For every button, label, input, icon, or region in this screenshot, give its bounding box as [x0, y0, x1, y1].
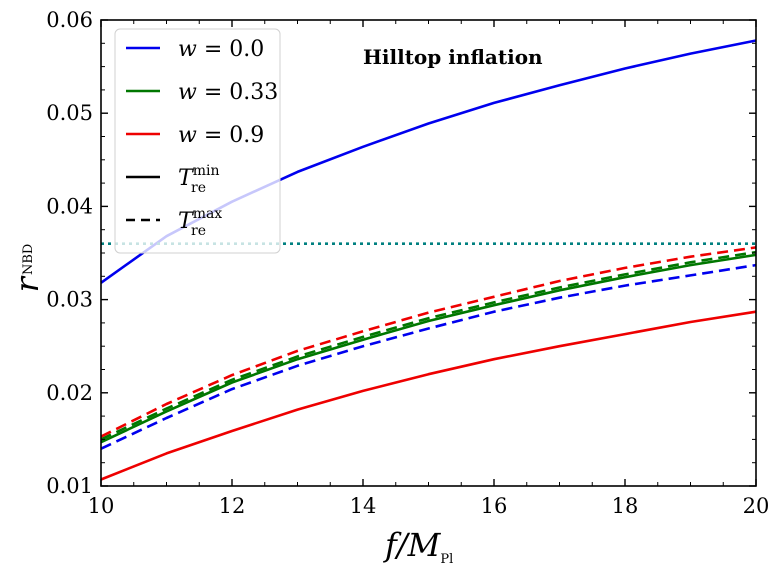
legend-label-value: = 0.9 — [197, 123, 264, 148]
legend-label-sup: min — [193, 163, 220, 179]
series-line-w033_max — [100, 250, 757, 441]
legend-label-sup: max — [193, 206, 223, 222]
legend-label-sub: re — [191, 223, 206, 239]
series-layer — [100, 39, 757, 481]
series-line-w09_min — [100, 310, 757, 481]
y-tick-label: 0.04 — [46, 194, 93, 218]
legend-label: Tmax re — [178, 206, 222, 239]
legend-label: w = 0.9 — [178, 123, 264, 148]
y-axis-label: rNBD — [8, 244, 46, 293]
x-tick-label: 16 — [481, 494, 508, 518]
x-axis-label-main: f/M — [383, 526, 442, 564]
x-tick-label: 20 — [743, 494, 770, 518]
series-line-w033_min — [100, 253, 757, 444]
x-tick-label: 18 — [612, 494, 639, 518]
annotation-text: Hilltop inflation — [363, 45, 543, 69]
y-tick-label: 0.02 — [46, 381, 93, 405]
legend-label-symbol: w — [178, 80, 197, 105]
legend-label: w = 0.0 — [178, 37, 264, 62]
y-tick-label: 0.01 — [46, 474, 93, 498]
legend-label-value: = 0.33 — [197, 80, 278, 105]
x-tick-label: 12 — [219, 494, 246, 518]
y-axis-label-main: r — [8, 275, 46, 292]
legend-label: w = 0.33 — [178, 80, 278, 105]
x-axis-label: f/MPl — [383, 526, 453, 567]
y-tick-label: 0.03 — [46, 288, 93, 312]
series-line-w09_max — [100, 246, 757, 438]
plot-frame — [100, 19, 757, 487]
series-line-w0_max — [100, 263, 757, 450]
y-tick-label: 0.06 — [46, 8, 93, 32]
x-tick-label: 14 — [350, 494, 377, 518]
legend-label-symbol: T — [178, 166, 195, 191]
y-axis-label-text: rNBD — [8, 244, 46, 293]
legend-label-value: = 0.0 — [197, 37, 264, 62]
legend-label-symbol: w — [178, 37, 197, 62]
x-axis-label-sub: Pl — [440, 552, 453, 567]
legend-label-symbol: T — [178, 209, 195, 234]
legend-box — [114, 28, 281, 254]
legend-label-sub: re — [191, 180, 206, 196]
ticks-layer: 10 12 14 16 18 20 0.01 0.02 0.03 0.04 0.05 0.06 — [46, 8, 769, 518]
y-axis-label-sub: NBD — [21, 244, 36, 275]
x-tick-label: 10 — [88, 494, 115, 518]
y-tick-label: 0.05 — [46, 101, 93, 125]
legend-label: Tmin re — [178, 163, 219, 196]
legend-label-symbol: w — [178, 123, 197, 148]
